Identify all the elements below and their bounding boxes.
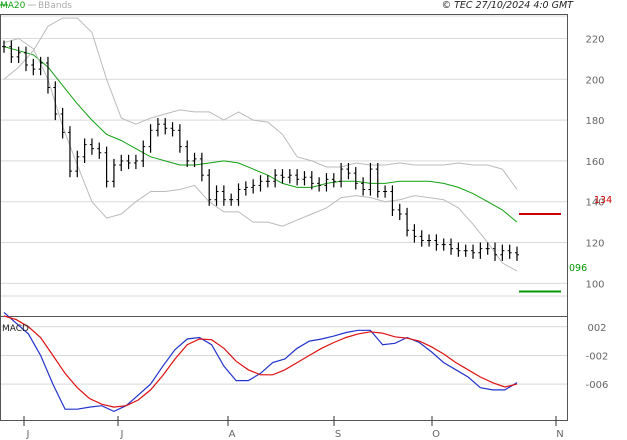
ma20-legend-label: MA20 xyxy=(0,1,26,11)
grid xyxy=(0,15,567,385)
macd-tick-label: -006 xyxy=(586,380,609,391)
support-label: 096 xyxy=(569,263,587,274)
macd-series xyxy=(3,311,518,413)
copyright-text: © TEC 27/10/2024 4:0 GMT xyxy=(442,0,575,11)
price-tick-label: 100 xyxy=(585,279,604,290)
macd-panel-label: MACD xyxy=(2,324,29,334)
price-tick-label: 180 xyxy=(585,116,604,127)
price-series xyxy=(2,17,519,272)
x-tick-label: J xyxy=(26,429,30,440)
price-tick-label: 220 xyxy=(585,34,604,45)
price-tick-label: 120 xyxy=(585,239,604,250)
macd-panel-frame xyxy=(0,316,568,421)
macd-signal-line xyxy=(3,315,518,408)
bbands-line xyxy=(3,17,518,190)
macd-line xyxy=(3,311,518,413)
price-tick-label: 200 xyxy=(585,75,604,86)
chart-frame xyxy=(0,14,568,421)
x-tick-label: A xyxy=(229,429,236,440)
x-tick-label: J xyxy=(120,429,124,440)
price-tick-label: 160 xyxy=(585,157,604,168)
macd-tick-label: 002 xyxy=(587,323,606,334)
axes: 100 120 140 160 180 200 220 002 -002 -006 J J A S O N xyxy=(23,34,609,440)
bbands-legend-label: BBands xyxy=(38,1,72,11)
x-tick-label: S xyxy=(335,429,341,440)
ma20-line xyxy=(3,46,518,223)
macd-tick-label: -002 xyxy=(586,351,609,362)
support-resistance-levels xyxy=(519,212,561,293)
x-tick-label: O xyxy=(432,429,440,440)
bbands-line xyxy=(3,37,518,272)
price-tick-label: 140 xyxy=(585,198,604,209)
x-tick-label: N xyxy=(556,429,563,440)
resistance-label: 134 xyxy=(594,195,612,206)
